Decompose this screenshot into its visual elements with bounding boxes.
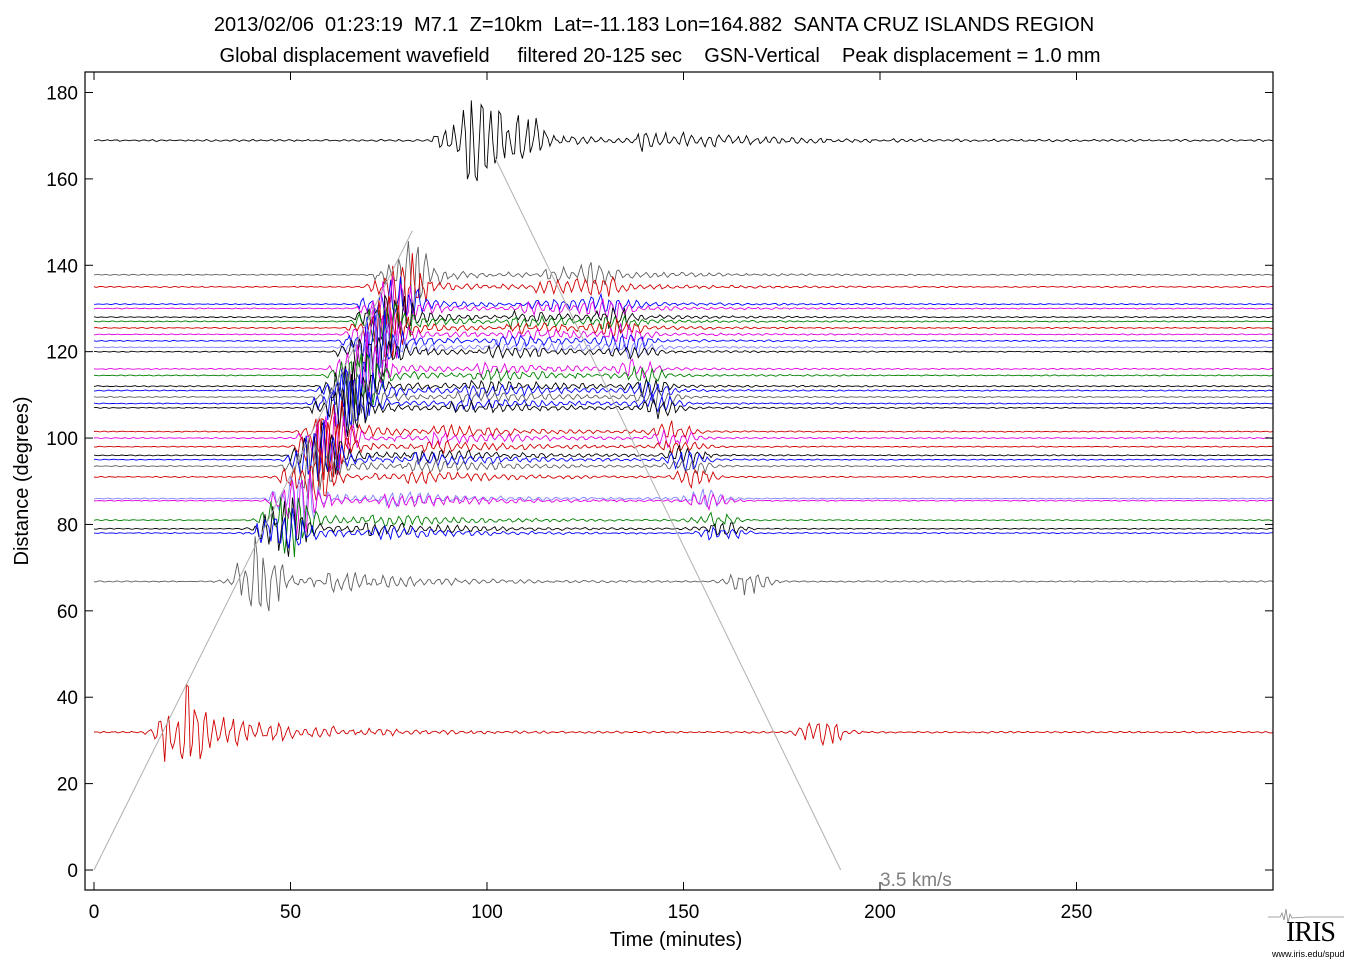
y-tick-label: 160 bbox=[46, 170, 78, 191]
traces-layer bbox=[93, 100, 1274, 762]
chart-subtitle: Global displacement wavefield filtered 2… bbox=[219, 45, 1101, 67]
seismogram-trace bbox=[93, 370, 1274, 429]
velocity-guide-line bbox=[494, 157, 842, 871]
y-tick-label: 80 bbox=[57, 515, 78, 536]
y-tick-label: 100 bbox=[46, 429, 78, 450]
seismogram-trace bbox=[93, 448, 1273, 502]
iris-logo-icon bbox=[1268, 908, 1344, 924]
plot-frame bbox=[84, 71, 1274, 891]
y-tick-label: 140 bbox=[46, 256, 78, 277]
seismogram-trace bbox=[93, 241, 1274, 316]
seismogram-trace bbox=[94, 361, 1274, 427]
seismogram-trace bbox=[93, 361, 1274, 417]
iris-logo-text: IRIS bbox=[1286, 917, 1336, 948]
y-tick-label: 180 bbox=[46, 84, 78, 105]
seismogram-trace bbox=[93, 374, 1273, 437]
y-axis-label: Distance (degrees) bbox=[11, 397, 33, 566]
seismogram-trace bbox=[93, 303, 1274, 346]
seismogram-trace bbox=[93, 496, 1274, 558]
seismogram-trace bbox=[93, 536, 1274, 612]
seismogram-trace bbox=[93, 497, 1274, 557]
seismogram-trace bbox=[93, 295, 1274, 353]
x-tick-label: 100 bbox=[471, 902, 503, 923]
seismogram-trace bbox=[94, 419, 1274, 481]
x-axis-label: Time (minutes) bbox=[610, 929, 743, 951]
x-tick-label: 50 bbox=[280, 902, 301, 923]
y-tick-label: 120 bbox=[46, 343, 78, 364]
seismogram-trace bbox=[93, 369, 1274, 436]
seismogram-trace bbox=[93, 418, 1274, 480]
seismogram-trace bbox=[93, 306, 1274, 373]
x-tick-label: 0 bbox=[89, 902, 100, 923]
x-tick-label: 200 bbox=[864, 902, 896, 923]
velocity-annotation: 3.5 km/s bbox=[880, 870, 952, 891]
x-tick-label: 250 bbox=[1061, 902, 1093, 923]
seismogram-trace bbox=[93, 400, 1274, 469]
y-tick-label: 40 bbox=[57, 688, 78, 709]
y-tick-label: 60 bbox=[57, 602, 78, 623]
seismogram-trace bbox=[93, 412, 1274, 473]
velocity-guide-line bbox=[93, 230, 413, 871]
seismogram-trace bbox=[93, 276, 1274, 327]
seismogram-trace bbox=[93, 438, 1274, 493]
seismogram-trace bbox=[93, 683, 1274, 762]
seismogram-trace bbox=[93, 310, 1274, 376]
chart-title: 2013/02/06 01:23:19 M7.1 Z=10km Lat=-11.… bbox=[213, 14, 1095, 36]
seismogram-trace bbox=[93, 353, 1274, 405]
seismogram-trace bbox=[93, 470, 1274, 538]
y-tick-label: 20 bbox=[57, 775, 78, 796]
seismogram-trace bbox=[93, 332, 1273, 407]
guide-lines-layer bbox=[93, 157, 842, 871]
x-axis: 0 50 100 150 200 250 bbox=[89, 72, 1093, 923]
seismogram-trace bbox=[94, 337, 1274, 390]
seismogram-trace bbox=[93, 311, 1274, 373]
iris-logo-url: www.iris.edu/spud bbox=[1272, 949, 1345, 959]
seismogram-trace bbox=[93, 100, 1274, 182]
seismogram-trace bbox=[93, 295, 1274, 358]
y-tick-label: 0 bbox=[67, 861, 78, 882]
x-tick-label: 150 bbox=[668, 902, 700, 923]
seismogram-trace bbox=[93, 508, 1274, 549]
y-axis: 0 20 40 60 80 100 120 140 160 180 bbox=[46, 84, 1273, 882]
seismogram-trace bbox=[93, 253, 1274, 321]
seismogram-trace bbox=[93, 276, 1274, 342]
